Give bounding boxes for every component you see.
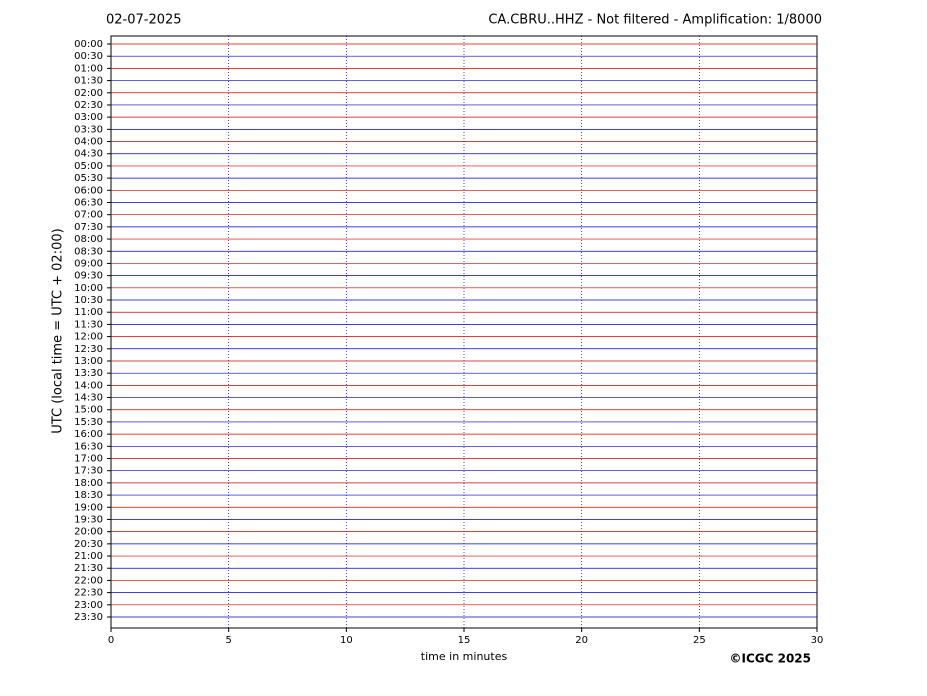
x-tick-label: 0 <box>108 635 114 646</box>
row-label: 08:00 <box>74 234 103 245</box>
row-label: 07:00 <box>74 210 103 221</box>
row-label: 18:00 <box>74 478 103 489</box>
x-tick-label: 30 <box>811 635 824 646</box>
row-label: 19:30 <box>74 514 103 525</box>
row-label: 10:00 <box>74 283 103 294</box>
row-label: 10:30 <box>74 295 103 306</box>
row-label: 01:00 <box>74 63 103 74</box>
x-tick-label: 10 <box>340 635 353 646</box>
row-label: 17:00 <box>74 454 103 465</box>
plot-frame <box>110 35 818 629</box>
row-label: 08:30 <box>74 246 103 257</box>
row-label: 12:00 <box>74 332 103 343</box>
row-label: 11:00 <box>74 307 103 318</box>
row-label: 09:00 <box>74 258 103 269</box>
x-tick-label: 5 <box>225 635 231 646</box>
row-label: 22:30 <box>74 588 103 599</box>
x-axis-label: time in minutes <box>421 650 508 663</box>
row-label: 16:00 <box>74 429 103 440</box>
row-label: 00:00 <box>74 39 103 50</box>
row-label: 11:30 <box>74 319 103 330</box>
row-label: 03:30 <box>74 124 103 135</box>
row-label: 03:00 <box>74 112 103 123</box>
row-label: 04:00 <box>74 137 103 148</box>
row-label: 14:00 <box>74 380 103 391</box>
row-label: 04:30 <box>74 149 103 160</box>
row-label: 13:00 <box>74 356 103 367</box>
row-label: 06:00 <box>74 185 103 196</box>
row-label: 21:30 <box>74 563 103 574</box>
row-label: 05:30 <box>74 173 103 184</box>
x-tick-label: 25 <box>693 635 706 646</box>
row-label: 09:30 <box>74 271 103 282</box>
row-label: 23:30 <box>74 612 103 623</box>
row-label: 02:00 <box>74 88 103 99</box>
y-axis-label: UTC (local time = UTC + 02:00) <box>51 228 66 433</box>
date: 02-07-2025 <box>106 13 182 28</box>
row-label: 00:30 <box>74 51 103 62</box>
row-label: 23:00 <box>74 600 103 611</box>
row-label: 13:30 <box>74 368 103 379</box>
copyright: ©ICGC 2025 <box>729 652 811 666</box>
row-label: 19:00 <box>74 502 103 513</box>
row-label: 02:30 <box>74 100 103 111</box>
row-label: 15:00 <box>74 405 103 416</box>
row-label: 20:00 <box>74 527 103 538</box>
row-label: 01:30 <box>74 76 103 87</box>
row-label: 17:30 <box>74 466 103 477</box>
row-label: 16:30 <box>74 441 103 452</box>
row-label: 18:30 <box>74 490 103 501</box>
chart-title: CA.CBRU..HHZ - Not filtered - Amplificat… <box>488 13 822 28</box>
row-label: 15:30 <box>74 417 103 428</box>
x-tick-label: 15 <box>458 635 471 646</box>
row-label: 20:30 <box>74 539 103 550</box>
row-label: 21:00 <box>74 551 103 562</box>
row-label: 14:30 <box>74 393 103 404</box>
x-tick-label: 20 <box>575 635 588 646</box>
row-label: 06:30 <box>74 197 103 208</box>
row-label: 12:30 <box>74 344 103 355</box>
row-label: 07:30 <box>74 222 103 233</box>
row-label: 05:00 <box>74 161 103 172</box>
row-label: 22:00 <box>74 575 103 586</box>
